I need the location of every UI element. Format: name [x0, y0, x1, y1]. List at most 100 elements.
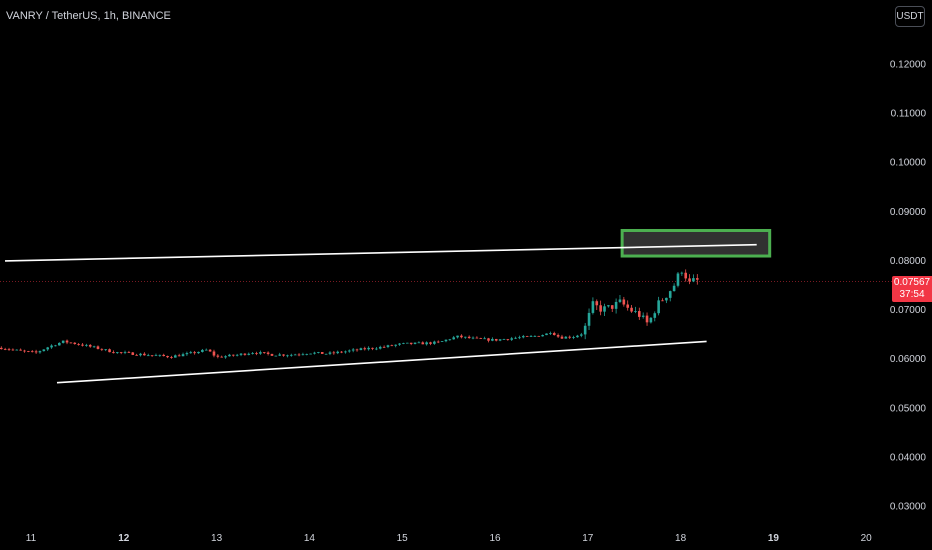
candle-body — [174, 355, 177, 358]
candle-body — [251, 353, 254, 354]
candle-body — [378, 346, 382, 349]
candle-body — [19, 349, 22, 351]
x-tick-label: 14 — [304, 533, 316, 544]
candle-body — [626, 304, 630, 308]
candle-body — [456, 335, 459, 338]
candle-body — [421, 342, 425, 345]
candle-body — [69, 342, 73, 344]
x-tick-label: 17 — [582, 533, 594, 544]
candle-body — [232, 354, 235, 356]
candle-body — [688, 278, 691, 282]
currency-button[interactable]: USDT — [895, 6, 925, 27]
candle-body — [204, 349, 208, 351]
candle-body — [541, 335, 544, 337]
candle-body — [583, 325, 587, 335]
candle-body — [65, 340, 69, 343]
y-tick-label: 0.11000 — [891, 109, 927, 120]
candle-body — [332, 352, 336, 354]
candle-body — [50, 345, 53, 348]
candle-body — [340, 351, 343, 353]
candle-body — [127, 352, 131, 353]
candle-body — [170, 357, 173, 358]
candle-body — [475, 337, 479, 339]
x-tick-label: 12 — [118, 533, 130, 544]
candle-body — [491, 338, 494, 341]
candle-body — [359, 348, 363, 351]
y-tick-label: 0.09000 — [890, 207, 927, 218]
candle-body — [537, 335, 541, 337]
candle-body — [216, 355, 220, 357]
x-tick-label: 18 — [675, 533, 687, 544]
candle-body — [657, 300, 660, 314]
candle-body — [641, 315, 645, 317]
candle-body — [278, 354, 282, 356]
candle-body — [398, 343, 401, 345]
candle-body — [297, 354, 301, 356]
candle-body — [518, 337, 521, 339]
candle-body — [189, 352, 193, 354]
candle-body — [119, 352, 123, 353]
candle-body — [549, 333, 552, 334]
candle-body — [58, 342, 61, 346]
candle-body — [425, 342, 428, 345]
y-tick-label: 0.08000 — [890, 256, 927, 267]
candle-body — [564, 336, 568, 339]
candle-body — [595, 301, 599, 306]
candle-body — [73, 342, 77, 345]
candle-body — [680, 272, 684, 274]
candle-body — [440, 341, 444, 342]
candle-body — [413, 342, 417, 344]
candle-body — [433, 341, 436, 344]
candle-body — [529, 336, 533, 337]
candle-body — [649, 317, 653, 323]
y-tick-label: 0.05000 — [890, 403, 927, 414]
candle-body — [27, 351, 30, 352]
candle-body — [487, 338, 490, 341]
candle-body — [417, 342, 421, 344]
candle-body — [243, 353, 247, 355]
candle-body — [266, 352, 270, 354]
highlight-box — [620, 228, 772, 258]
candle-body — [38, 351, 42, 353]
candle-body — [351, 349, 355, 351]
candle-body — [668, 291, 672, 298]
candle-body — [452, 337, 456, 340]
candle-body — [85, 344, 88, 346]
candle-body — [154, 355, 158, 357]
candle-body — [355, 349, 359, 351]
candle-body — [560, 336, 564, 339]
candle-body — [444, 339, 448, 342]
candle-body — [208, 349, 212, 352]
candle-body — [239, 353, 243, 355]
candle-body — [406, 342, 409, 344]
symbol-title: VANRY / TetherUS, 1h, BINANCE — [6, 10, 171, 22]
candle-body — [672, 285, 676, 292]
candle-body — [61, 340, 65, 343]
candle-body — [212, 351, 216, 356]
y-tick-label: 0.12000 — [890, 60, 927, 71]
candle-body — [464, 336, 467, 338]
candle-body — [46, 347, 50, 350]
candle-body — [270, 353, 274, 356]
candle-body — [525, 336, 529, 337]
candle-body — [162, 354, 166, 357]
candle-body — [614, 301, 618, 309]
candle-body — [587, 312, 591, 326]
candle-body — [696, 278, 699, 280]
candle-body — [150, 355, 154, 357]
candle-body — [510, 338, 514, 340]
candle-body — [255, 353, 258, 354]
x-tick-label: 16 — [489, 533, 501, 544]
candle-body — [185, 353, 189, 355]
candle-body — [220, 356, 224, 358]
candle-body — [123, 352, 127, 353]
candle-body — [603, 306, 606, 312]
candle-body — [576, 335, 579, 338]
candle-body — [274, 355, 278, 357]
candle-body — [309, 353, 312, 355]
candle-body — [324, 353, 328, 355]
candle-body — [591, 301, 595, 313]
candle-body — [7, 349, 11, 351]
candle-body — [177, 355, 181, 357]
